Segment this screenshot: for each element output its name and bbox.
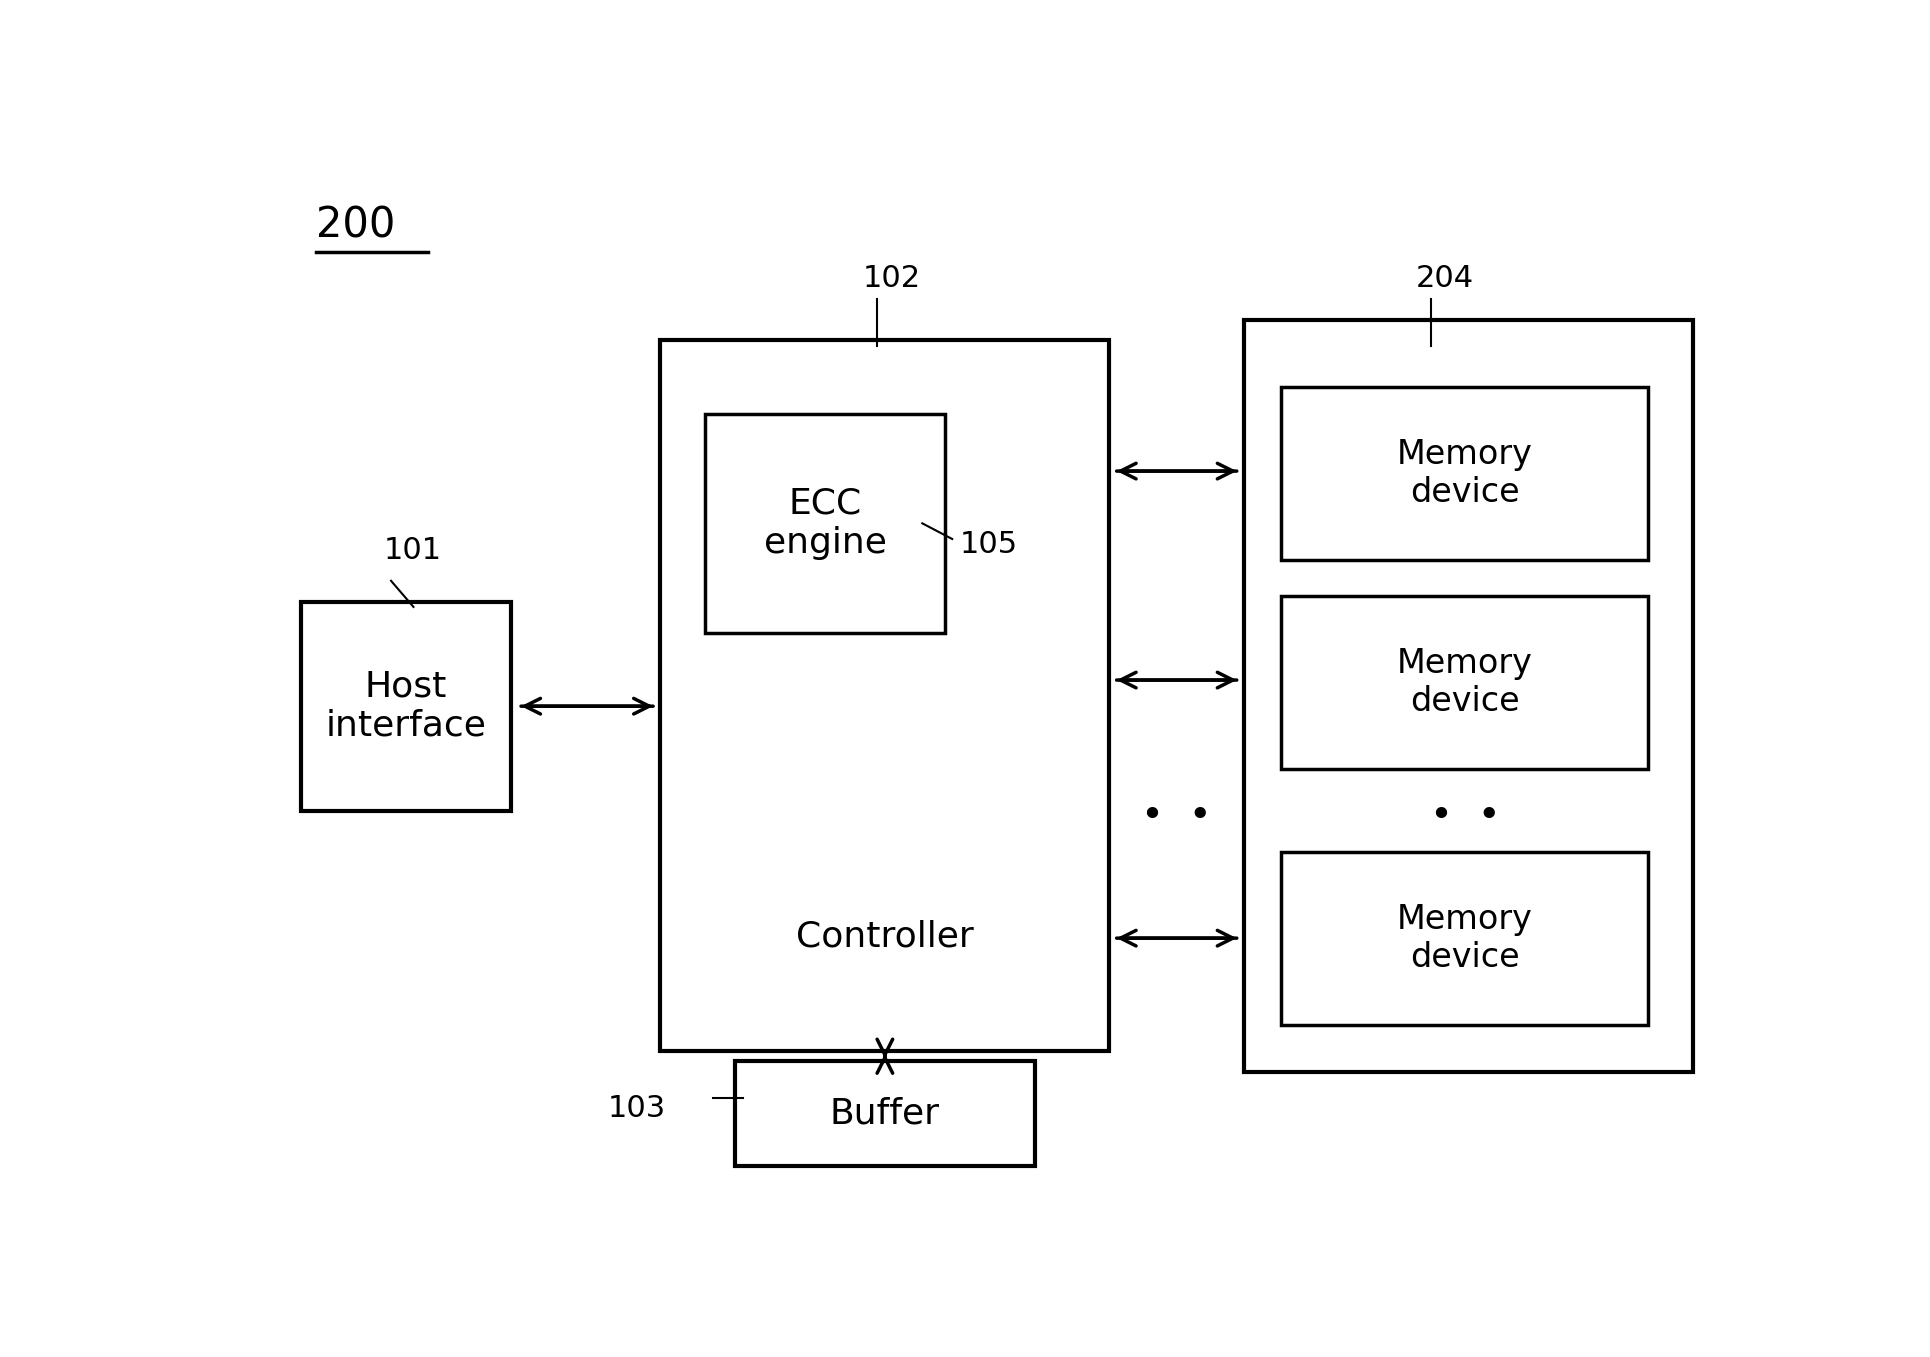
Text: ECC
engine: ECC engine bbox=[762, 487, 886, 560]
FancyBboxPatch shape bbox=[704, 414, 944, 632]
Text: 102: 102 bbox=[863, 265, 921, 293]
Text: Memory
device: Memory device bbox=[1395, 902, 1532, 974]
Text: Controller: Controller bbox=[795, 919, 973, 953]
FancyBboxPatch shape bbox=[660, 341, 1110, 1050]
Text: 200: 200 bbox=[317, 205, 396, 247]
Text: •  •: • • bbox=[1430, 797, 1500, 835]
FancyBboxPatch shape bbox=[301, 601, 510, 810]
Text: 105: 105 bbox=[959, 529, 1017, 559]
Text: Memory
device: Memory device bbox=[1395, 647, 1532, 718]
Text: Memory
device: Memory device bbox=[1395, 438, 1532, 509]
FancyBboxPatch shape bbox=[1282, 852, 1648, 1025]
Text: •  •: • • bbox=[1141, 797, 1212, 835]
FancyBboxPatch shape bbox=[735, 1061, 1034, 1166]
Text: 101: 101 bbox=[384, 536, 442, 565]
FancyBboxPatch shape bbox=[1282, 388, 1648, 560]
FancyBboxPatch shape bbox=[1282, 597, 1648, 769]
Text: Buffer: Buffer bbox=[830, 1096, 940, 1130]
Text: 103: 103 bbox=[608, 1094, 666, 1124]
Text: 204: 204 bbox=[1415, 265, 1473, 293]
Text: Host
interface: Host interface bbox=[326, 669, 486, 742]
FancyBboxPatch shape bbox=[1243, 319, 1693, 1072]
